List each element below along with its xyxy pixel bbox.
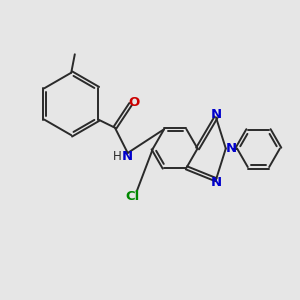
- Text: H: H: [113, 150, 122, 163]
- Text: N: N: [226, 142, 237, 155]
- Text: Cl: Cl: [125, 190, 139, 202]
- Text: N: N: [122, 150, 133, 163]
- Text: O: O: [128, 96, 139, 109]
- Text: N: N: [210, 108, 221, 121]
- Text: N: N: [210, 176, 221, 189]
